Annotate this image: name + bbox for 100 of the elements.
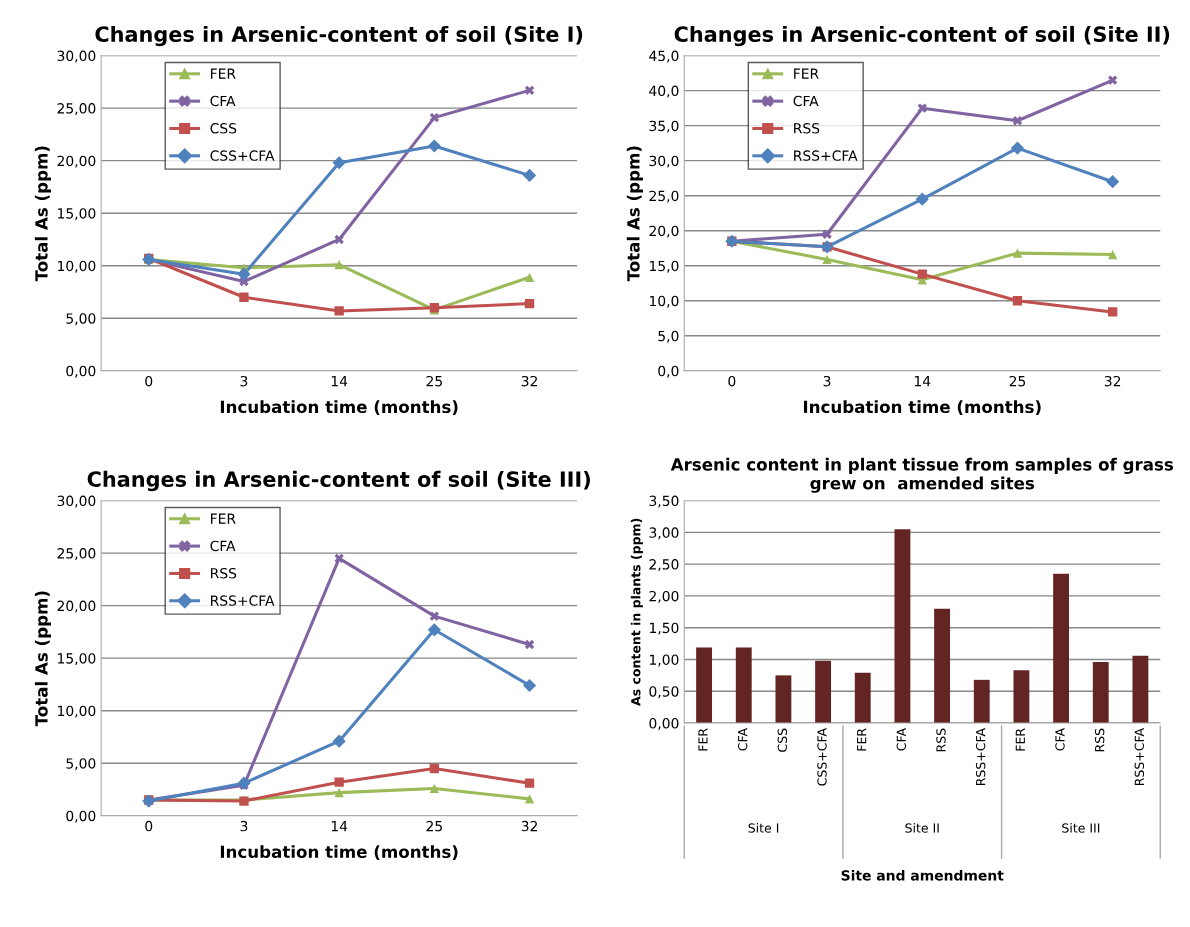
y-axis-title: Total As (ppm) [34, 591, 51, 727]
y-tick-label: 10,0 [649, 295, 679, 308]
legend-label: RSS+CFA [794, 150, 858, 161]
bar [1092, 662, 1109, 724]
point [332, 734, 346, 748]
x-tick-label: CSS [777, 728, 788, 752]
x-tick-label: FER [1015, 728, 1025, 751]
x-tick-label: 3 [240, 820, 248, 832]
chart-title: Changes in Arsenic-content of soil (Site II) [674, 25, 1170, 47]
x-axis-title: Incubation time (months) [220, 400, 458, 416]
point [332, 156, 346, 170]
point [524, 298, 535, 309]
point [427, 623, 441, 637]
legend-label: RSS [211, 567, 237, 579]
point [522, 168, 537, 182]
text: Site I [748, 823, 779, 833]
y-axis-title: Total As (ppm) [34, 146, 51, 282]
point [1012, 116, 1023, 126]
chart-title: Changes in Arsenic-content of soil (Site I) [95, 25, 583, 47]
y-tick-label: 1,50 [649, 622, 679, 635]
y-tick-label: 0,00 [649, 718, 679, 730]
text: Site II [905, 823, 939, 833]
y-tick-label: 10,00 [58, 705, 96, 718]
text: Site III [1062, 823, 1100, 833]
point [1012, 296, 1023, 306]
y-tick-label: 30,00 [57, 495, 96, 508]
y-tick-label: 40,0 [649, 85, 679, 98]
x-tick-label: 32 [521, 820, 537, 832]
bar [854, 672, 871, 724]
point [1107, 75, 1118, 85]
x-axis-title: Incubation time (months) [803, 400, 1041, 416]
y-tick-label: 30,0 [649, 155, 679, 168]
point [237, 776, 251, 790]
x-tick-label: CFA [737, 728, 748, 751]
y-tick-label: 3,50 [649, 495, 679, 508]
chart-title: Arsenic content in plant tissue from samples of grass grew on amended sites [670, 457, 1174, 493]
point [524, 639, 535, 650]
y-tick-label: 0,00 [66, 810, 96, 823]
y-tick-label: 5,00 [66, 313, 96, 326]
bar [775, 675, 792, 724]
legend-label: RSS [794, 123, 820, 134]
x-tick-label: 14 [331, 821, 348, 832]
x-axis-title: Site and amendment [841, 869, 1004, 881]
point [524, 85, 535, 95]
x-tick-label: CSS+CFA [817, 728, 827, 786]
bar [696, 647, 713, 724]
x-tick-label: 32 [1104, 375, 1121, 387]
bar [934, 608, 951, 724]
y-tick-label: 25,0 [649, 190, 679, 203]
bar [1132, 655, 1149, 724]
x-tick-label: 0 [728, 375, 736, 387]
x-tick-label: 0 [145, 375, 153, 387]
y-tick-label: 5,00 [66, 758, 96, 771]
bar [815, 660, 832, 724]
y-axis-title: As content in plants (ppm) [630, 518, 643, 706]
chart-title: Changes in Arsenic-content of soil (Site III) [87, 470, 590, 492]
point [334, 260, 344, 270]
point [524, 272, 535, 282]
x-tick-label: 0 [145, 820, 153, 832]
y-tick-label: 15,00 [58, 653, 96, 666]
point [334, 787, 344, 798]
point [524, 778, 535, 788]
bar [894, 529, 911, 724]
point [237, 267, 251, 281]
x-tick-label: 25 [426, 375, 442, 387]
x-tick-label: 25 [426, 820, 442, 832]
x-axis-title: Incubation time (months) [220, 845, 458, 861]
bar [1053, 573, 1070, 724]
point [915, 192, 929, 206]
y-tick-label: 2,50 [649, 559, 679, 572]
legend-label: CSS+CFA [210, 150, 275, 161]
point [917, 103, 927, 113]
x-tick-label: RSS [936, 728, 946, 752]
point [1106, 175, 1120, 189]
y-tick-label: 15,0 [649, 260, 679, 273]
x-tick-label: 3 [240, 375, 248, 387]
point [1012, 248, 1023, 258]
x-tick-label: RSS+CFA [1134, 728, 1145, 786]
y-tick-label: 10,00 [58, 260, 96, 273]
y-tick-label: 0,0 [658, 365, 679, 378]
point [429, 611, 440, 621]
y-tick-label: 0,00 [66, 365, 96, 378]
y-tick-label: 5,0 [658, 330, 679, 343]
point [334, 306, 344, 316]
legend-label: FER [211, 513, 236, 524]
x-tick-label: FER [857, 728, 867, 751]
legend-label: CFA [210, 540, 236, 552]
y-tick-label: 20,00 [57, 155, 96, 168]
point [822, 254, 832, 265]
y-tick-label: 20,0 [649, 225, 679, 238]
point [334, 553, 344, 564]
point [1107, 249, 1118, 260]
y-tick-label: 15,00 [58, 208, 96, 221]
y-tick-label: 25,00 [57, 103, 96, 116]
point [429, 763, 440, 774]
y-tick-label: 30,00 [57, 50, 96, 63]
point [239, 292, 249, 302]
x-tick-label: RSS+CFA [975, 728, 986, 786]
bar [735, 647, 752, 724]
point [522, 678, 537, 693]
